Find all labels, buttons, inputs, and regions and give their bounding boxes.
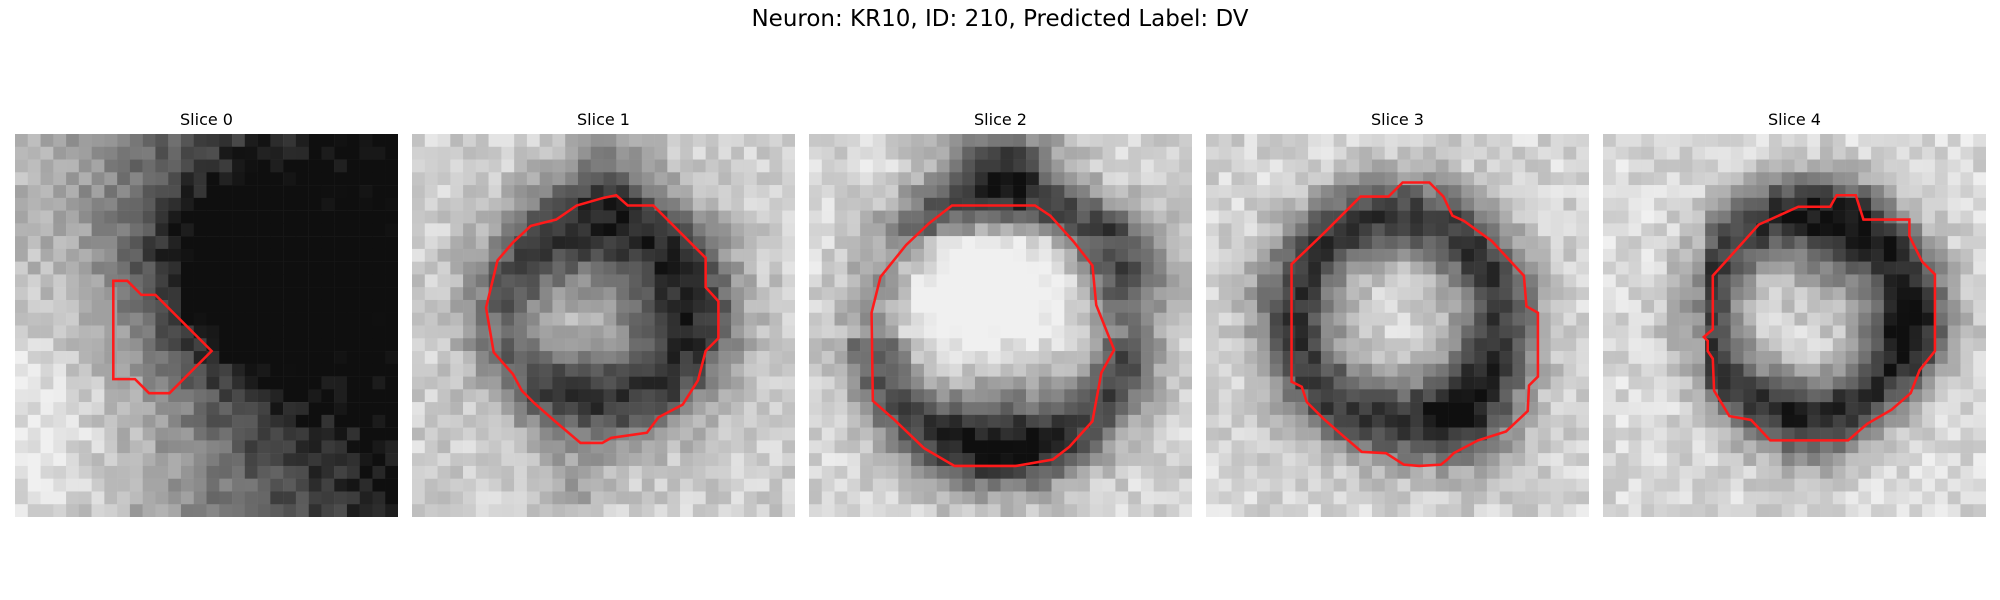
slice-image-3 [1206, 134, 1589, 517]
slice-title: Slice 2 [974, 110, 1027, 129]
slice-image-0 [15, 134, 398, 517]
slice-panel-0: Slice 0 [15, 110, 398, 518]
pixel-grid [809, 134, 1192, 517]
slice-panel-2: Slice 2 [809, 110, 1192, 518]
roi-contour [112, 279, 214, 395]
pixel-grid [15, 134, 398, 517]
pixel-grid [1206, 134, 1589, 517]
slice-panel-1: Slice 1 [412, 110, 795, 518]
pixel-grid [412, 134, 795, 517]
roi-contour [870, 204, 1116, 468]
slice-panel-4: Slice 4 [1603, 110, 1986, 518]
slice-title: Slice 0 [180, 110, 233, 129]
pixel-grid [1603, 134, 1986, 517]
slice-title: Slice 4 [1768, 110, 1821, 129]
slice-title: Slice 3 [1371, 110, 1424, 129]
slice-title: Slice 1 [577, 110, 630, 129]
slice-image-2 [809, 134, 1192, 517]
figure-title: Neuron: KR10, ID: 210, Predicted Label: … [751, 6, 1249, 32]
roi-contour [484, 193, 720, 445]
slice-panel-3: Slice 3 [1206, 110, 1589, 518]
slice-image-4 [1603, 134, 1986, 517]
roi-contour [1290, 181, 1540, 468]
slice-image-1 [412, 134, 795, 517]
roi-contour [1701, 194, 1937, 442]
